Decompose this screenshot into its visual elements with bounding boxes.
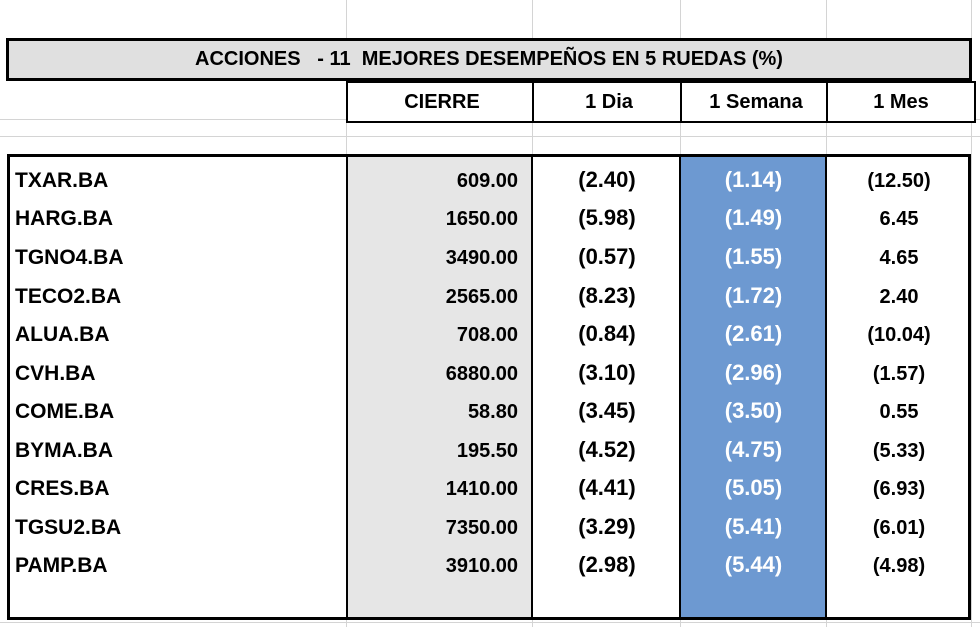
row-ticker: TGNO4.BA <box>15 246 124 269</box>
row-cierre: 3910.00 <box>445 555 518 577</box>
separator-semana-mes <box>825 157 827 617</box>
row-ticker: TECO2.BA <box>15 285 122 308</box>
separator-cierre-dia <box>531 157 533 617</box>
row-mes: (4.98) <box>872 555 926 577</box>
row-cierre: 7350.00 <box>445 517 518 539</box>
row-ticker: CVH.BA <box>15 362 96 385</box>
row-semana: (3.50) <box>724 398 783 423</box>
row-ticker: BYMA.BA <box>15 439 113 462</box>
row-mes: (6.01) <box>872 517 926 539</box>
row-cierre: 58.80 <box>467 401 518 423</box>
row-mes: (10.04) <box>867 324 931 346</box>
row-dia: (4.52) <box>578 437 636 462</box>
row-dia: (8.23) <box>578 283 636 308</box>
header-1-dia-label: 1 Dia <box>585 90 633 113</box>
row-dia: (5.98) <box>578 205 636 230</box>
row-mes: 0.55 <box>879 401 919 423</box>
row-ticker: ALUA.BA <box>15 323 110 346</box>
header-1-mes-label: 1 Mes <box>873 90 929 113</box>
row-cierre: 708.00 <box>456 324 518 346</box>
row-cierre: 3490.00 <box>445 247 518 269</box>
row-dia: (2.98) <box>578 552 636 577</box>
row-semana: (5.44) <box>724 552 783 577</box>
header-1-mes: 1 Mes <box>826 81 976 123</box>
row-semana: (1.55) <box>724 244 783 269</box>
data-frame <box>7 154 971 620</box>
row-mes: 4.65 <box>879 247 919 269</box>
header-cierre-label: CIERRE <box>404 90 480 113</box>
row-mes: (1.57) <box>872 363 926 385</box>
row-ticker: HARG.BA <box>15 207 113 230</box>
row-cierre: 6880.00 <box>445 363 518 385</box>
row-cierre: 1650.00 <box>445 208 518 230</box>
row-ticker: PAMP.BA <box>15 554 108 577</box>
row-semana: (5.41) <box>724 514 783 539</box>
row-semana: (5.05) <box>724 475 783 500</box>
semana-column-fill <box>681 157 826 617</box>
row-dia: (0.84) <box>578 321 636 346</box>
row-semana: (4.75) <box>724 437 783 462</box>
row-dia: (3.10) <box>578 360 636 385</box>
row-ticker: TXAR.BA <box>15 169 109 192</box>
row-ticker: COME.BA <box>15 400 115 423</box>
row-semana: (2.96) <box>724 360 783 385</box>
row-mes: (12.50) <box>867 170 931 192</box>
table-title-text: ACCIONES - 11 MEJORES DESEMPEÑOS EN 5 RU… <box>195 48 783 70</box>
table-title: ACCIONES - 11 MEJORES DESEMPEÑOS EN 5 RU… <box>6 38 972 81</box>
row-cierre: 195.50 <box>456 440 518 462</box>
row-dia: (4.41) <box>578 475 636 500</box>
separator-dia-semana <box>679 157 681 617</box>
row-mes: (5.33) <box>872 440 926 462</box>
row-semana: (1.72) <box>724 283 783 308</box>
row-dia: (2.40) <box>578 167 636 192</box>
row-semana: (1.14) <box>724 167 783 192</box>
row-semana: (1.49) <box>724 205 783 230</box>
separator-ticker-cierre <box>346 157 348 617</box>
row-dia: (3.29) <box>578 514 636 539</box>
row-mes: 2.40 <box>879 286 919 308</box>
cierre-column-fill <box>348 157 532 617</box>
row-cierre: 2565.00 <box>445 286 518 308</box>
header-cierre: CIERRE <box>346 81 538 123</box>
row-semana: (2.61) <box>724 321 783 346</box>
header-1-dia: 1 Dia <box>532 81 686 123</box>
row-ticker: TGSU2.BA <box>15 516 122 539</box>
header-1-semana: 1 Semana <box>680 81 832 123</box>
row-mes: (6.93) <box>872 478 926 500</box>
row-dia: (3.45) <box>578 398 636 423</box>
row-cierre: 1410.00 <box>445 478 518 500</box>
header-1-semana-label: 1 Semana <box>709 90 803 113</box>
row-ticker: CRES.BA <box>15 477 110 500</box>
row-mes: 6.45 <box>879 208 919 230</box>
row-dia: (0.57) <box>578 244 636 269</box>
row-cierre: 609.00 <box>456 170 518 192</box>
